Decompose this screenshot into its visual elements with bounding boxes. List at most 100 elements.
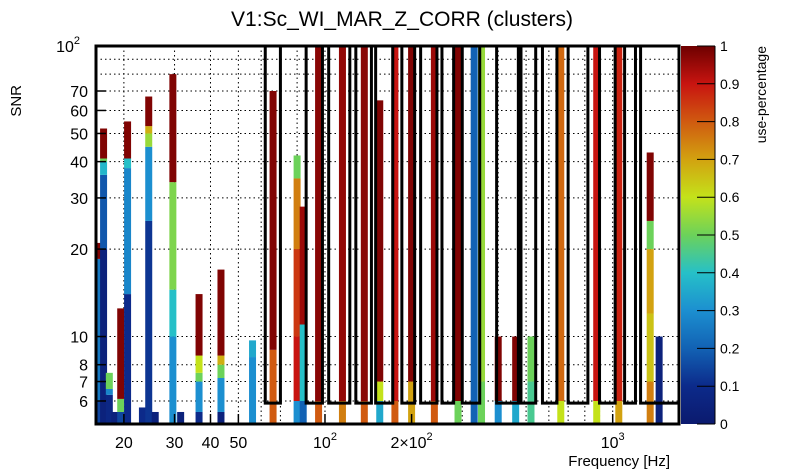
colorbar-title: use-percentage: [753, 46, 769, 144]
cells-layer: [95, 46, 663, 424]
heatmap-cell: [95, 400, 103, 424]
heatmap-cell: [391, 400, 399, 424]
heatmap-cell: [269, 91, 277, 350]
heatmap-cell: [111, 411, 119, 424]
y-tick-label: 20: [70, 242, 88, 259]
heatmap-cell: [593, 46, 601, 401]
heatmap-cell: [217, 355, 225, 365]
heatmap-cell: [557, 400, 565, 424]
colorbar-tick-label: 0.7: [720, 151, 740, 167]
heatmap-cell: [151, 411, 159, 424]
colorbar-tick-label: 0.6: [720, 189, 740, 205]
heatmap-cell: [557, 46, 565, 401]
heatmap-cell: [169, 336, 177, 424]
colorbar-tick-label: 0.3: [720, 303, 740, 319]
y-tick-label: 10: [70, 330, 88, 347]
x-tick-label: 103: [601, 431, 625, 452]
heatmap-cell: [195, 294, 203, 356]
heatmap-cell: [195, 355, 203, 373]
heatmap-cell: [360, 46, 368, 401]
y-axis-title: SNR: [8, 85, 25, 117]
colorbar-tick-label: 0.9: [720, 76, 740, 92]
heatmap-cell: [145, 96, 153, 127]
colorbar-tick-label: 0.4: [720, 265, 740, 281]
heatmap-cell: [169, 289, 177, 337]
heatmap-cell: [100, 174, 108, 250]
heatmap-cell: [145, 220, 153, 424]
heatmap-cell: [299, 324, 307, 401]
heatmap-cell: [376, 100, 384, 382]
heatmap-cell: [124, 168, 132, 295]
heatmap-cell: [494, 336, 502, 401]
contour-outline: [540, 44, 559, 405]
contour-outline: [598, 44, 617, 405]
heatmap-cell: [646, 313, 654, 382]
heatmap-cell: [315, 46, 323, 401]
colorbar-tick-label: 0.1: [720, 378, 740, 394]
heatmap-cell: [512, 400, 520, 424]
chart-title: V1:Sc_WI_MAR_Z_CORR (clusters): [231, 8, 573, 31]
heatmap-cell: [293, 400, 301, 424]
x-tick-exponent: 3: [619, 431, 625, 443]
heatmap-cell: [145, 126, 153, 134]
y-tick-label: 50: [70, 126, 88, 143]
heatmap-cell: [117, 411, 125, 424]
heatmap-cell: [124, 158, 132, 169]
y-tick-label: 6: [79, 394, 88, 411]
heatmap-cell: [376, 400, 384, 424]
heatmap-cell: [95, 258, 103, 401]
heatmap-cell: [145, 133, 153, 147]
y-tick-label: 8: [79, 358, 88, 375]
heatmap-cell: [646, 152, 654, 221]
colorbar-tick-label: 0.2: [720, 340, 740, 356]
x-tick-label: 20: [115, 435, 133, 452]
heatmap-cell: [249, 340, 257, 358]
colorbar-tick-label: 1: [720, 38, 728, 54]
contour-outline: [440, 44, 456, 405]
heatmap-cell: [100, 128, 108, 159]
heatmap-cell: [217, 377, 225, 412]
heatmap-cell: [338, 400, 346, 424]
x-axis-title: Frequency [Hz]: [568, 453, 670, 470]
colorbar: 0 0.1 0.2 0.3 0.4 0.5 0.6 0.7 0.8 0.9 1: [681, 38, 740, 432]
heatmap-cell: [430, 400, 438, 424]
heatmap-cell: [105, 372, 113, 389]
y-tick-exponent: 2: [74, 35, 80, 47]
heatmap-cell: [217, 411, 225, 424]
y-tick-label: 30: [70, 191, 88, 208]
x-tick-label: 30: [166, 435, 184, 452]
y-tick-label: 70: [70, 84, 88, 101]
heatmap-cell: [646, 220, 654, 250]
heatmap-cell: [360, 400, 368, 424]
heatmap-cell: [470, 46, 478, 424]
y-tick-label: 60: [70, 103, 88, 120]
x-tick-label: 102: [313, 431, 337, 452]
heatmap-cell: [95, 242, 103, 259]
heatmap-cell: [293, 155, 301, 179]
heatmap-cell: [195, 411, 203, 424]
y-tick-label: 7: [79, 375, 88, 392]
y-tick-label: 102: [56, 35, 80, 56]
heatmap-cell: [100, 158, 108, 162]
heatmap-cell: [217, 364, 225, 378]
heatmap-cell: [615, 46, 623, 401]
heatmap-cell: [105, 394, 113, 424]
colorbar-tick-label: 0.8: [720, 114, 740, 130]
heatmap-cell: [117, 308, 125, 399]
colorbar-tick-label: 0: [720, 416, 728, 432]
heatmap-cell: [512, 336, 520, 401]
heatmap-cell: [430, 46, 438, 401]
contour-outline: [566, 44, 590, 405]
heatmap-cell: [195, 372, 203, 382]
plot-frame: [94, 44, 681, 426]
heatmap-cell: [195, 381, 203, 412]
heatmap-cell: [615, 400, 623, 424]
heatmap-cell: [338, 46, 346, 401]
heatmap-cell: [478, 46, 486, 382]
grid-layer: [96, 45, 679, 424]
heatmap-cell: [217, 269, 225, 356]
heatmap-cell: [315, 400, 323, 424]
heatmap-cell: [454, 46, 462, 401]
axes-layer: 6 78 10 20 30 40 50 60 70 102 20 30 40 50 102 2×102 103: [56, 35, 681, 452]
